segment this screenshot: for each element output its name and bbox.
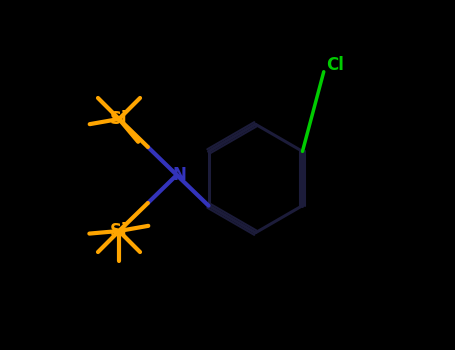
Text: Si: Si <box>110 222 128 240</box>
Text: Cl: Cl <box>326 56 344 74</box>
Text: Si: Si <box>110 110 128 128</box>
Text: N: N <box>172 166 187 184</box>
